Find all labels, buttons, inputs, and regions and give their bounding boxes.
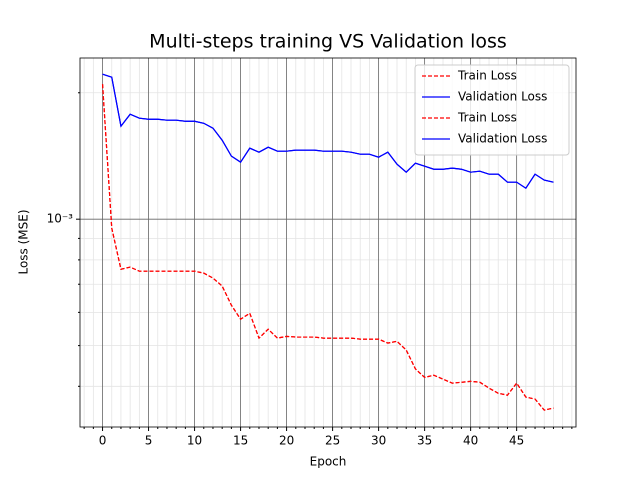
x-axis-label: Epoch: [310, 455, 347, 469]
legend-label: Train Loss: [457, 111, 517, 125]
x-tick-label: 35: [417, 434, 432, 448]
legend-label: Train Loss: [457, 69, 517, 83]
x-tick-label: 30: [371, 434, 386, 448]
y-tick-label: 10⁻³: [47, 212, 74, 226]
x-tick-label: 45: [509, 434, 524, 448]
series-line: [102, 73, 554, 190]
x-tick-label: 40: [463, 434, 478, 448]
plot-frame: [79, 57, 577, 428]
chart-title: Multi-steps training VS Validation loss: [149, 31, 507, 53]
legend-label: Validation Loss: [458, 90, 547, 104]
legend-label: Validation Loss: [458, 132, 547, 146]
x-tick-label: 20: [279, 434, 294, 448]
legend: Train Loss Validation Loss Train Loss Valid…: [414, 64, 570, 156]
x-tick-label: 10: [187, 434, 202, 448]
series-line: [101, 84, 554, 411]
legend-box: [414, 64, 570, 156]
x-tick-label: 25: [325, 434, 340, 448]
x-tick-label: 0: [99, 434, 107, 448]
x-tick-label: 15: [233, 434, 248, 448]
y-axis-label: Loss (MSE): [17, 209, 31, 274]
x-tick-label: 5: [145, 434, 153, 448]
